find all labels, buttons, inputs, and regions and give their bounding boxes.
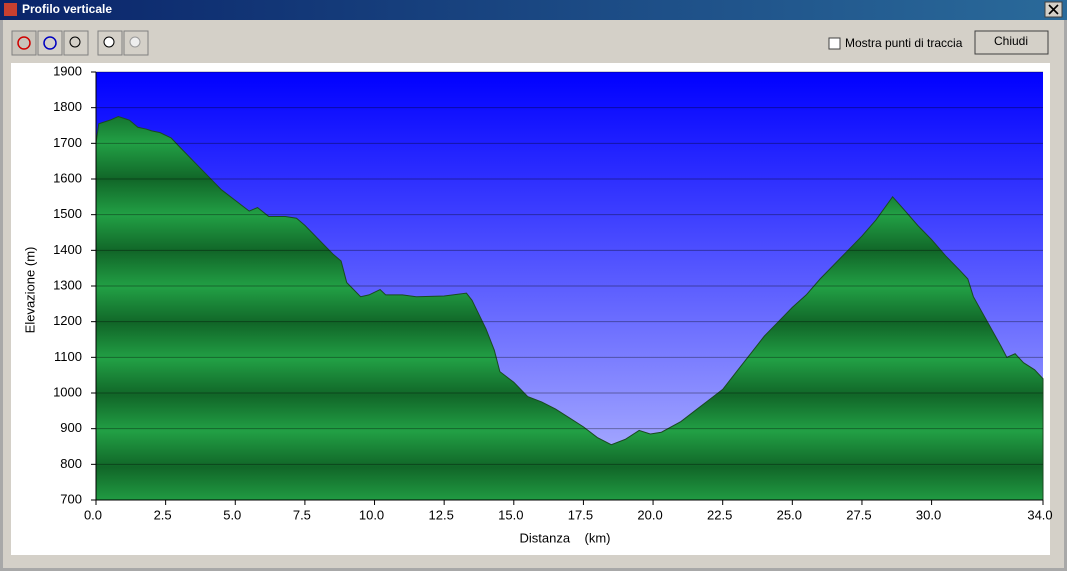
window-title: Profilo verticale (22, 2, 112, 16)
icon (17, 36, 31, 50)
y-axis-title: Elevazione (m) (22, 247, 37, 334)
x-tick-label: 10.0 (359, 507, 384, 522)
y-tick-label: 1700 (53, 135, 82, 150)
tool-cursor[interactable] (37, 30, 63, 56)
x-tick-label: 15.0 (498, 507, 523, 522)
x-tick-label: 2.5 (154, 507, 172, 522)
tool-pan[interactable] (11, 30, 37, 56)
x-tick-label: 34.0 (1027, 507, 1052, 522)
toolbar (11, 30, 149, 56)
x-tick-label: 5.0 (223, 507, 241, 522)
y-tick-label: 700 (60, 491, 82, 506)
y-tick-label: 1900 (53, 63, 82, 78)
x-tick-label: 17.5 (568, 507, 593, 522)
button-label: Chiudi (994, 34, 1028, 48)
icon (129, 36, 141, 48)
close-dialog-button[interactable]: Chiudi (974, 30, 1049, 55)
close-button[interactable] (1044, 1, 1063, 18)
app-icon (4, 3, 17, 16)
x-tick-label: 7.5 (293, 507, 311, 522)
y-tick-label: 1100 (54, 349, 82, 364)
y-tick-label: 1600 (53, 170, 82, 185)
icon (43, 36, 57, 50)
title-bar (0, 0, 1067, 20)
icon (103, 36, 115, 48)
y-tick-label: 1000 (53, 384, 82, 399)
icon (69, 36, 81, 48)
x-axis-title: Distanza (km) (519, 530, 610, 545)
y-tick-label: 800 (60, 456, 82, 471)
checkbox[interactable] (828, 37, 841, 50)
x-tick-label: 20.0 (637, 507, 662, 522)
y-tick-label: 1500 (53, 206, 82, 221)
elevation-area (95, 116, 1044, 501)
chart: Elevazione (m) Distanza (km) 700 800 900 10… (22, 63, 1052, 545)
x-tick-label: 12.5 (429, 507, 454, 522)
y-tick-label: 1400 (53, 242, 82, 257)
tool-zoom-box[interactable] (63, 30, 89, 56)
x-tick-label: 30.0 (916, 507, 941, 522)
y-tick-label: 1800 (53, 99, 82, 114)
checkbox-label: Mostra punti di traccia (845, 36, 963, 50)
y-tick-label: 1300 (53, 277, 82, 292)
x-tick-label: 27.5 (846, 507, 871, 522)
x-tick-label: 25.0 (777, 507, 802, 522)
y-tick-label: 900 (60, 420, 82, 435)
x-tick-label: 22.5 (707, 507, 732, 522)
y-tick-label: 1200 (53, 313, 82, 328)
x-tick-label: 0.0 (84, 507, 102, 522)
